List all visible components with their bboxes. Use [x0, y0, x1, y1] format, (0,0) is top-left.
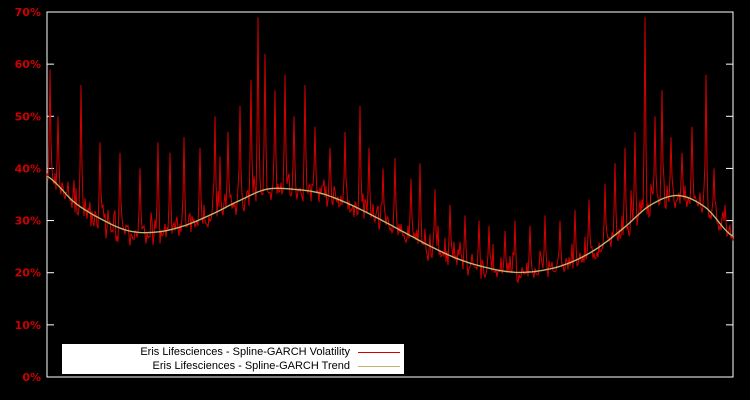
y-tick-label: 50% — [15, 110, 41, 123]
legend-label-volatility: Eris Lifesciences - Spline-GARCH Volatil… — [140, 346, 350, 358]
y-tick-label: 10% — [15, 319, 41, 332]
y-tick-label: 20% — [15, 267, 41, 280]
y-tick-label: 0% — [22, 371, 41, 384]
legend-entry-trend: Eris Lifesciences - Spline-GARCH Trend — [66, 359, 400, 373]
plot-frame — [46, 11, 734, 378]
volatility-line — [46, 17, 734, 284]
volatility-line-sample — [358, 351, 400, 353]
y-tick-label: 40% — [15, 162, 41, 175]
y-tick-label: 30% — [15, 215, 41, 228]
legend-entry-volatility: Eris Lifesciences - Spline-GARCH Volatil… — [66, 345, 400, 359]
legend: Eris Lifesciences - Spline-GARCH Volatil… — [62, 344, 404, 374]
y-tick-label: 60% — [15, 58, 41, 71]
trend-line-sample — [358, 365, 400, 367]
y-tick-label: 70% — [15, 6, 41, 19]
legend-label-trend: Eris Lifesciences - Spline-GARCH Trend — [152, 360, 350, 372]
trend-line — [46, 175, 734, 274]
